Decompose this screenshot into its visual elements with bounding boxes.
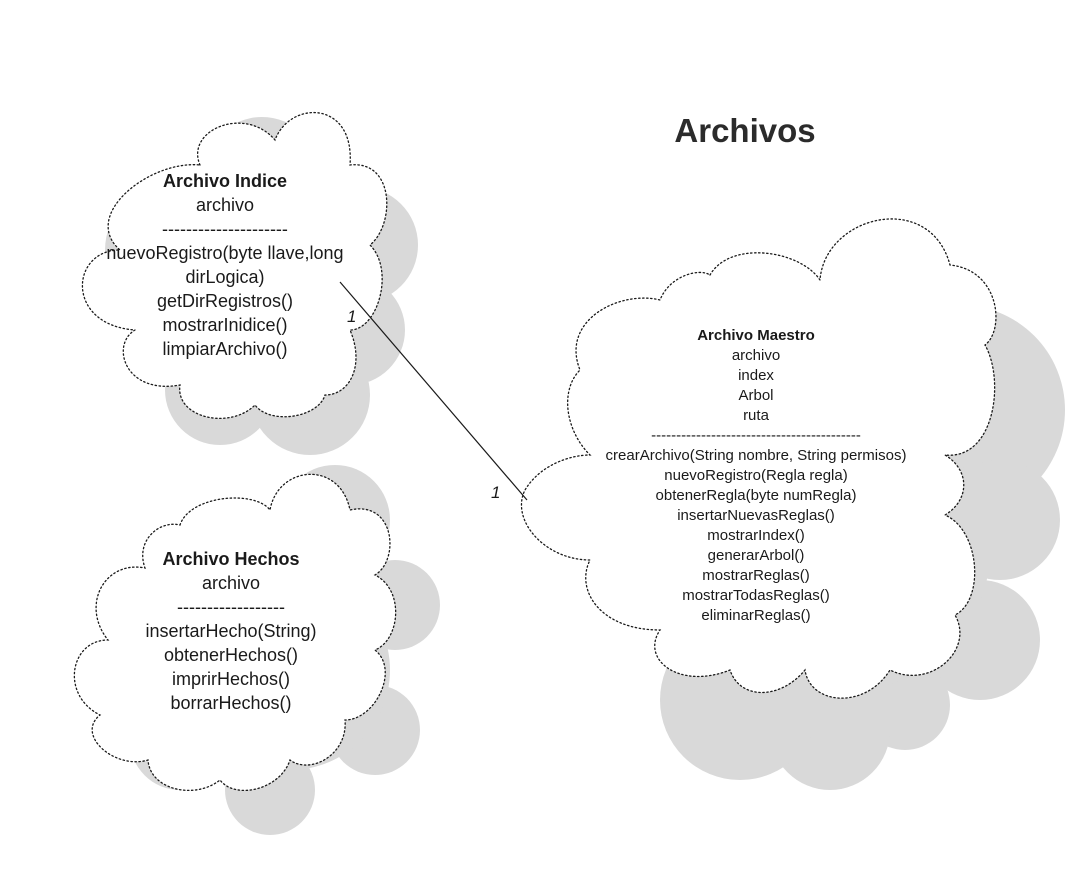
archivo-indice-cloud xyxy=(81,111,388,419)
class-method: generarArbol() xyxy=(707,547,805,564)
class-attribute: Arbol xyxy=(738,387,774,404)
archivo-maestro-class: Archivo Maestro archivo index Arbol ruta… xyxy=(556,326,956,626)
archivo-indice-class: Archivo Indice archivo -----------------… xyxy=(75,169,375,361)
association-line xyxy=(339,281,528,501)
class-method: nuevoRegistro(Regla regla) xyxy=(664,467,848,484)
class-method: mostrarInidice() xyxy=(162,315,288,335)
class-attribute: archivo xyxy=(201,573,261,593)
class-method: nuevoRegistro(byte llave,long xyxy=(106,243,344,263)
class-method: limpiarArchivo() xyxy=(162,339,288,359)
class-separator: ------------------ xyxy=(177,597,285,617)
class-attribute: archivo xyxy=(195,195,255,215)
class-method: mostrarTodasReglas() xyxy=(682,587,830,604)
class-attribute: ruta xyxy=(743,407,769,424)
class-method: crearArchivo(String nombre, String permi… xyxy=(605,447,907,464)
class-method: imprirHechos() xyxy=(171,669,290,689)
diagram-title: Archivos xyxy=(674,112,816,149)
class-name: Archivo Maestro xyxy=(697,327,815,344)
class-separator: ----------------------------------------… xyxy=(651,427,861,444)
archivo-maestro-cloud xyxy=(520,218,997,699)
class-method: eliminarReglas() xyxy=(701,607,811,624)
class-method: insertarNuevasReglas() xyxy=(677,507,835,524)
archivo-hechos-cloud xyxy=(73,473,397,792)
class-method: dirLogica) xyxy=(185,267,265,287)
class-method: obtenerRegla(byte numRegla) xyxy=(655,487,857,504)
class-attribute: archivo xyxy=(731,347,781,364)
class-attribute: index xyxy=(738,367,774,384)
class-method: insertarHecho(String) xyxy=(145,621,317,641)
class-method: mostrarReglas() xyxy=(702,567,810,584)
multiplicity-maestro: 1 xyxy=(491,483,500,502)
class-separator: --------------------- xyxy=(162,219,288,239)
class-name: Archivo Hechos xyxy=(162,549,300,569)
class-name: Archivo Indice xyxy=(162,171,288,191)
archivo-hechos-class: Archivo Hechos archivo -----------------… xyxy=(81,547,381,715)
class-method: borrarHechos() xyxy=(170,693,292,713)
class-method: getDirRegistros() xyxy=(156,291,294,311)
class-method: obtenerHechos() xyxy=(163,645,299,665)
class-method: mostrarIndex() xyxy=(707,527,805,544)
multiplicity-indice: 1 xyxy=(347,307,356,326)
